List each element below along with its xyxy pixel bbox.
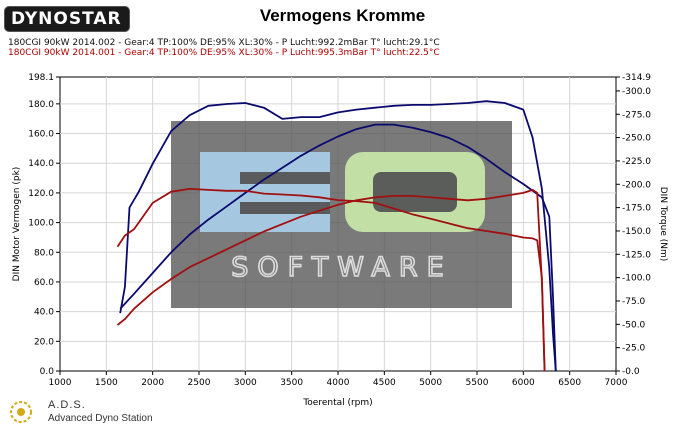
x-tick-label: 5000 [419, 378, 442, 388]
y2-tick-label: -0.0 [622, 367, 640, 377]
series-run2-power [116, 188, 546, 372]
x-tick-label: 7000 [605, 378, 628, 388]
x-tick-label: 2500 [188, 378, 211, 388]
x-tick-label: 2000 [141, 378, 164, 388]
run-info-2: 180CGI 90kW 2014.001 - Gear:4 TP:100% DE… [8, 48, 440, 58]
y2-tick-label: -125.0 [622, 250, 651, 260]
x-tick-label: 3000 [234, 378, 257, 388]
series-run2-torque [116, 187, 546, 372]
x-tick-label: 5500 [466, 378, 489, 388]
y2-axis-ticks: -0.0 -25.0 -50.0 -75.0 -100.0 -125.0 -150.0 -17… [616, 73, 651, 377]
run-info-1: 180CGI 90kW 2014.002 - Gear:4 TP:100% DE… [8, 38, 440, 48]
logo-text: DYNOSTAR [11, 9, 122, 29]
x-tick-label: 3500 [280, 378, 303, 388]
y-tick-label: 180.0 [28, 100, 54, 110]
chart-title: Vermogens Kromme [259, 6, 426, 25]
x-tick-label: 4000 [327, 378, 350, 388]
x-tick-label: 4500 [373, 378, 396, 388]
y2-tick-label: -50.0 [622, 320, 646, 330]
x-tick-label: 1500 [95, 378, 118, 388]
y2-axis-label: DIN Torque (Nm) [658, 187, 668, 262]
y-tick-label: 198.1 [28, 73, 54, 83]
y-tick-label: 120.0 [28, 189, 54, 199]
y-axis-label: DIN Motor Vermogen (pk) [12, 167, 22, 282]
y-tick-label: 80.0 [34, 248, 54, 258]
y-tick-label: 20.0 [34, 337, 54, 347]
x-tick-label: 1000 [49, 378, 72, 388]
dynostar-logo: DYNOSTAR [4, 6, 130, 32]
series-lines [116, 100, 557, 372]
y2-tick-label: -225.0 [622, 157, 651, 167]
y-axis-ticks: 0.0 20.0 40.0 60.0 80.0 100.0 120.0 140.0 160.0 1… [28, 73, 60, 377]
watermark-q-hole [373, 172, 457, 212]
y-tick-label: 60.0 [34, 278, 54, 288]
y2-tick-label: -150.0 [622, 227, 651, 237]
y2-tick-label: -200.0 [622, 180, 651, 190]
y-tick-label: 0.0 [40, 367, 55, 377]
x-axis-ticks: 1000 1500 2000 2500 3000 3500 4000 4500 5000 5500… [49, 371, 628, 388]
ads-subtitle: Advanced Dyno Station [48, 413, 153, 424]
y2-tick-label: -275.0 [622, 110, 651, 120]
y-tick-label: 100.0 [28, 219, 54, 229]
y-tick-label: 140.0 [28, 159, 54, 169]
series-run1-torque [119, 100, 557, 372]
eq-software-watermark: SOFTWARE [171, 121, 512, 308]
y2-tick-label: -175.0 [622, 204, 651, 214]
y2-tick-label: -314.9 [622, 73, 651, 83]
y2-tick-label: -300.0 [622, 87, 651, 97]
watermark-e-block [200, 152, 330, 232]
ads-brand: A.D.S. [48, 399, 86, 411]
y2-tick-label: -25.0 [622, 344, 646, 354]
y-tick-label: 160.0 [28, 130, 54, 140]
series-run1-power [119, 123, 557, 372]
watermark-text: SOFTWARE [231, 252, 452, 283]
ads-logo-icon [10, 401, 32, 423]
x-tick-label: 6000 [512, 378, 535, 388]
watermark-e-notch-1 [240, 172, 330, 184]
x-tick-label: 6500 [558, 378, 581, 388]
y2-tick-label: -100.0 [622, 274, 651, 284]
y2-tick-label: -75.0 [622, 297, 646, 307]
x-axis-label: Toerental (rpm) [302, 398, 372, 408]
watermark-e-notch-2 [240, 202, 330, 214]
y-tick-label: 40.0 [34, 308, 54, 318]
y2-tick-label: -250.0 [622, 134, 651, 144]
